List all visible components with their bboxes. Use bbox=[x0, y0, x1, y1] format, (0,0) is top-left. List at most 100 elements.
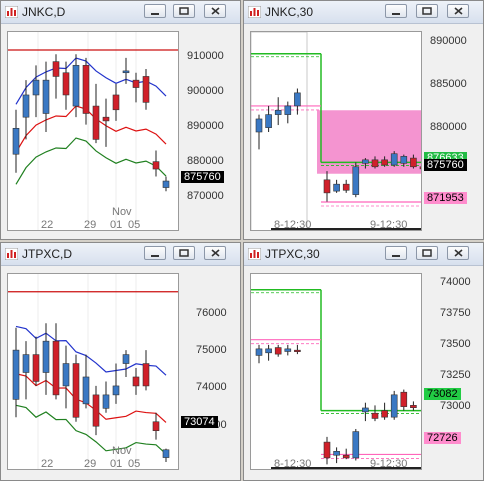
candle-body bbox=[82, 65, 90, 114]
highlight-zone bbox=[317, 110, 421, 174]
candle-body bbox=[342, 183, 350, 191]
candle-body bbox=[22, 94, 30, 118]
candle-body bbox=[92, 105, 100, 140]
maximize-button[interactable] bbox=[173, 246, 195, 260]
candle-body bbox=[371, 412, 379, 419]
candle-body bbox=[342, 454, 350, 459]
title-bar[interactable]: JTPXC,30 bbox=[244, 243, 483, 266]
minimize-button[interactable] bbox=[385, 246, 407, 260]
candle-body bbox=[410, 157, 417, 168]
candle-body bbox=[390, 153, 398, 166]
y-axis-label: 75000 bbox=[196, 344, 227, 356]
y-axis-label: 900000 bbox=[187, 85, 224, 97]
y-axis-label: 890000 bbox=[187, 120, 224, 132]
minimize-button[interactable] bbox=[144, 246, 166, 260]
x-axis-month-label: Nov bbox=[112, 445, 132, 457]
candle-body bbox=[102, 394, 110, 409]
y-axis-label: 73750 bbox=[440, 307, 471, 319]
candle-body bbox=[255, 348, 263, 356]
x-axis-label: 8-12:30 bbox=[274, 219, 312, 231]
candlestick-chart[interactable] bbox=[251, 32, 422, 231]
candle-body bbox=[52, 340, 60, 396]
candle-body bbox=[112, 94, 120, 111]
x-axis-label: 01 bbox=[110, 219, 123, 231]
y-axis-label: 880000 bbox=[187, 155, 224, 167]
minimize-button[interactable] bbox=[144, 4, 166, 18]
close-button[interactable] bbox=[447, 4, 469, 18]
candle-body bbox=[122, 354, 130, 364]
chart-window-jtpxc-30min[interactable]: JTPXC,30 74000 73750 73500 73250 73000 7… bbox=[243, 242, 484, 481]
close-button[interactable] bbox=[204, 246, 226, 260]
x-axis-label: 05 bbox=[128, 219, 141, 231]
session-bar bbox=[271, 467, 421, 469]
candle-body bbox=[265, 348, 272, 354]
window-title: JTPXC,30 bbox=[265, 247, 320, 261]
chart-app-icon bbox=[5, 6, 18, 18]
close-button[interactable] bbox=[204, 4, 226, 18]
candle-body bbox=[381, 159, 388, 166]
x-axis-label: 05 bbox=[128, 458, 141, 470]
window-title: JNKC,30 bbox=[265, 5, 314, 19]
price-plot[interactable] bbox=[250, 273, 422, 470]
maximize-button[interactable] bbox=[173, 4, 195, 18]
candle-body bbox=[255, 118, 263, 133]
minimize-button[interactable] bbox=[385, 4, 407, 18]
candle-body bbox=[142, 363, 150, 387]
candle-body bbox=[102, 116, 110, 122]
chart-app-icon bbox=[248, 6, 261, 18]
candle-body bbox=[333, 183, 340, 192]
candle-body bbox=[82, 376, 90, 405]
candle-body bbox=[352, 431, 360, 459]
title-bar[interactable]: JTPXC,D bbox=[1, 243, 240, 266]
candle-body bbox=[371, 159, 379, 168]
x-axis-label: 29 bbox=[84, 219, 97, 231]
y-axis-label: 910000 bbox=[187, 50, 224, 62]
candle-body bbox=[284, 348, 292, 352]
y-axis-label: 74000 bbox=[196, 381, 227, 393]
candle-body bbox=[12, 349, 20, 400]
candlestick-chart[interactable] bbox=[251, 274, 422, 470]
last-price-tag: 875760 bbox=[181, 171, 224, 183]
candlestick-chart[interactable] bbox=[8, 32, 179, 231]
candle-body bbox=[352, 166, 360, 195]
candle-body bbox=[122, 70, 130, 74]
candle-body bbox=[284, 105, 292, 115]
candle-body bbox=[32, 354, 40, 382]
candle-body bbox=[294, 349, 301, 352]
maximize-button[interactable] bbox=[416, 246, 438, 260]
chart-window-jtpxc-daily[interactable]: JTPXC,D 76000 75000 74000 73000 73074 No… bbox=[0, 242, 241, 481]
candle-body bbox=[274, 109, 282, 115]
chart-app-icon bbox=[5, 248, 18, 260]
candle-body bbox=[62, 363, 70, 387]
price-plot[interactable] bbox=[7, 31, 179, 231]
chart-window-jnkc-daily[interactable]: JNKC,D 910000 900000 890000 880000 87000… bbox=[0, 0, 241, 240]
candle-body bbox=[42, 79, 50, 114]
maximize-button[interactable] bbox=[416, 4, 438, 18]
last-price-tag: 875760 bbox=[424, 159, 467, 171]
chart-window-jnkc-30min[interactable]: JNKC,30 890000 885000 880000 876633 8757… bbox=[243, 0, 484, 240]
candle-body bbox=[265, 114, 272, 128]
upper-band-line bbox=[15, 325, 167, 376]
candle-body bbox=[72, 363, 80, 418]
title-bar[interactable]: JNKC,D bbox=[1, 1, 240, 24]
price-plot[interactable] bbox=[250, 31, 422, 231]
candlestick-chart[interactable] bbox=[8, 274, 179, 470]
middle-band-line bbox=[15, 404, 167, 455]
candle-body bbox=[162, 180, 170, 188]
candle-body bbox=[142, 76, 150, 103]
candle-body bbox=[42, 340, 50, 373]
y-axis-label: 74000 bbox=[440, 276, 471, 288]
close-button[interactable] bbox=[447, 246, 469, 260]
dimmed-region bbox=[251, 32, 308, 230]
candle-body bbox=[400, 391, 408, 407]
candle-body bbox=[132, 79, 140, 88]
x-axis-label: 22 bbox=[41, 219, 54, 231]
x-axis-label: 22 bbox=[41, 458, 54, 470]
candle-body bbox=[32, 79, 40, 96]
window-title: JNKC,D bbox=[22, 5, 66, 19]
candle-body bbox=[323, 179, 331, 194]
candle-body bbox=[162, 449, 170, 458]
y-axis-label: 870000 bbox=[187, 190, 224, 202]
title-bar[interactable]: JNKC,30 bbox=[244, 1, 483, 24]
price-plot[interactable] bbox=[7, 273, 179, 470]
